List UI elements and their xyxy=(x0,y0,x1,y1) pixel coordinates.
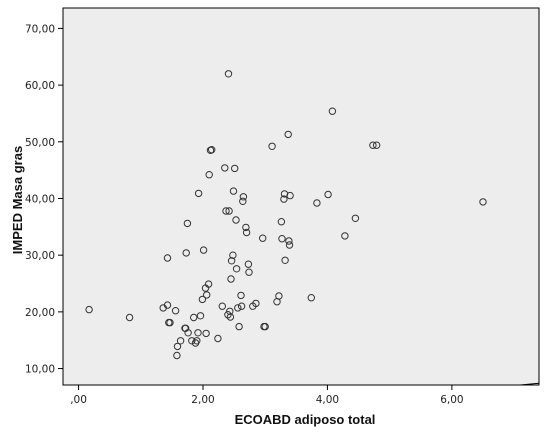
data-point xyxy=(237,291,245,300)
y-tick-label: 30,00 xyxy=(25,250,55,262)
data-point xyxy=(235,322,243,331)
y-tick-label: 50,00 xyxy=(25,137,55,149)
data-point xyxy=(196,312,205,320)
y-tick-label: 60,00 xyxy=(25,80,55,92)
data-point xyxy=(341,232,349,240)
x-tick-label: 4,00 xyxy=(316,394,339,406)
data-point xyxy=(313,199,321,207)
data-point xyxy=(163,254,172,262)
data-point xyxy=(285,241,294,249)
data-point xyxy=(182,249,190,257)
data-point xyxy=(194,189,203,198)
plot-frame xyxy=(62,7,540,386)
data-point xyxy=(193,337,201,345)
data-point xyxy=(205,171,213,179)
data-point xyxy=(194,329,202,337)
y-tick-label: 40,00 xyxy=(25,193,55,205)
data-point xyxy=(232,265,241,273)
data-point xyxy=(163,301,172,309)
y-axis-label: IMPED Masa gras xyxy=(10,146,25,254)
data-point xyxy=(176,337,185,345)
data-point xyxy=(285,237,293,245)
data-point xyxy=(204,280,213,288)
y-tick-label: 70,00 xyxy=(25,23,55,35)
data-point xyxy=(239,197,247,206)
plot-background xyxy=(63,8,539,385)
data-point xyxy=(239,193,248,201)
data-point xyxy=(369,141,377,149)
data-point xyxy=(286,191,294,200)
data-point xyxy=(229,251,237,259)
data-point xyxy=(232,216,240,224)
data-point xyxy=(237,302,246,310)
data-point xyxy=(280,195,288,203)
data-point xyxy=(183,219,192,228)
data-point xyxy=(226,313,235,321)
data-point xyxy=(244,260,253,268)
data-point xyxy=(125,313,134,322)
data-point xyxy=(214,334,222,343)
data-point xyxy=(208,146,216,154)
data-point xyxy=(252,299,260,308)
data-point xyxy=(372,141,381,149)
data-point xyxy=(245,268,253,276)
data-point xyxy=(281,256,289,264)
y-tick-label: 10,00 xyxy=(25,364,55,376)
data-point xyxy=(234,304,242,312)
data-point xyxy=(278,235,286,243)
data-point xyxy=(224,70,233,78)
data-point xyxy=(328,107,337,115)
data-point xyxy=(184,329,192,337)
data-point xyxy=(261,322,269,331)
data-point xyxy=(225,207,233,215)
data-point xyxy=(222,207,230,215)
data-point xyxy=(259,234,267,242)
data-point xyxy=(173,342,182,351)
data-point xyxy=(203,291,211,299)
data-point xyxy=(284,130,292,139)
x-tick-label: 2,00 xyxy=(191,394,214,406)
x-tick-label: ,00 xyxy=(70,394,87,406)
data-point xyxy=(277,218,286,226)
data-point xyxy=(226,307,234,315)
data-point xyxy=(479,198,487,206)
data-point xyxy=(351,214,360,223)
data-point xyxy=(198,295,207,304)
data-point xyxy=(173,351,181,360)
y-axis: 10,00 20,00 30,00 40,00 50,00 60,00 70,00 xyxy=(25,23,63,376)
data-point xyxy=(268,142,276,151)
data-point xyxy=(171,307,180,315)
y-tick-label: 20,00 xyxy=(25,307,55,319)
data-point xyxy=(324,190,332,199)
x-axis-label: ECOABD adiposo total xyxy=(235,412,376,427)
data-point xyxy=(85,305,93,314)
data-point xyxy=(307,294,315,302)
data-point xyxy=(242,223,250,232)
data-point xyxy=(202,329,210,338)
x-axis: ,00 2,00 4,00 6,00 xyxy=(70,385,464,406)
data-points xyxy=(85,70,487,360)
data-point xyxy=(242,228,251,237)
data-point xyxy=(227,257,236,265)
data-point xyxy=(227,275,235,283)
data-point xyxy=(221,164,229,172)
data-point xyxy=(218,302,227,310)
x-tick-label: 6,00 xyxy=(440,394,463,406)
data-point xyxy=(199,246,208,254)
data-point xyxy=(166,318,174,327)
data-point xyxy=(190,313,198,322)
data-point xyxy=(275,292,283,300)
data-point xyxy=(231,164,239,173)
data-point xyxy=(229,187,238,195)
data-point xyxy=(188,337,196,345)
